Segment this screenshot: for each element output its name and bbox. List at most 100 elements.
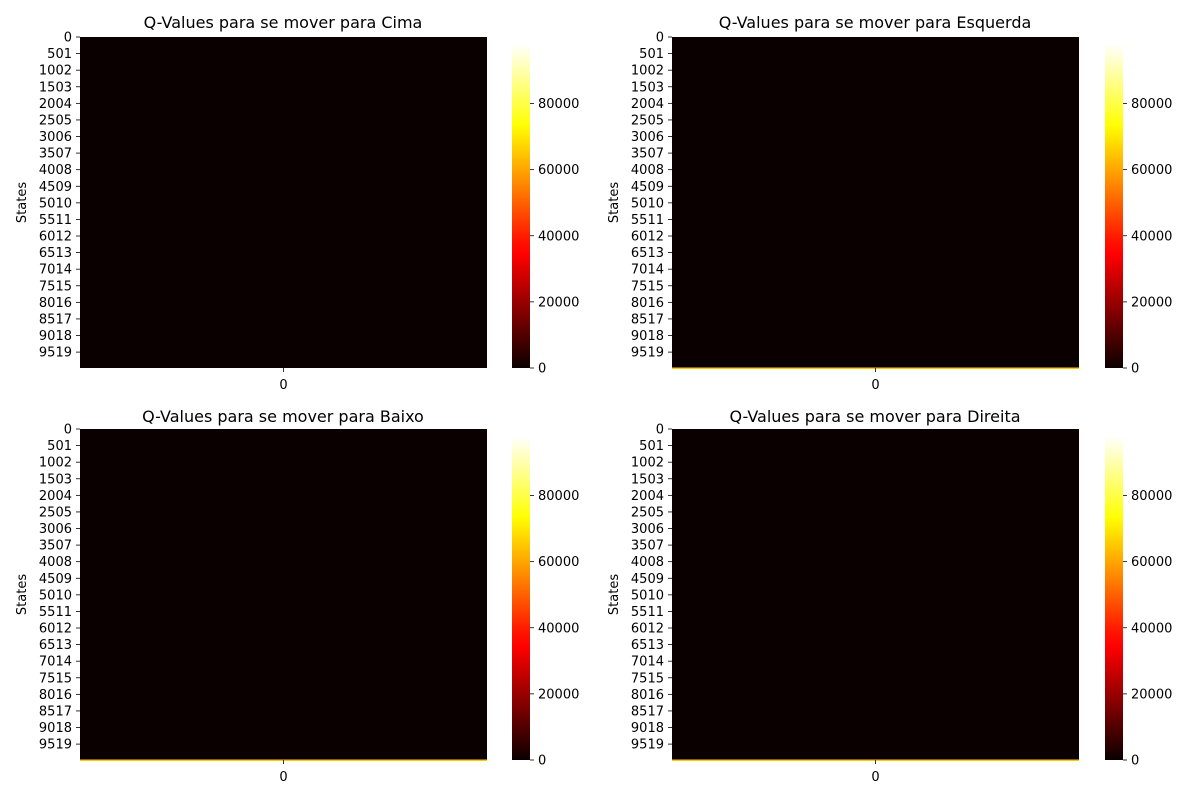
y-tick-label: 4008: [631, 555, 664, 570]
y-axis-label: States: [15, 574, 30, 615]
y-tick-label: 6012: [39, 230, 72, 245]
heatmap-panel-2: Q-Values para se mover para Esquerda0501…: [607, 13, 1172, 393]
y-tick-label: 5511: [39, 213, 72, 228]
colorbar-tick-label: 60000: [538, 555, 579, 570]
heatmap-panels: Q-Values para se mover para Cima05011002…: [15, 13, 1172, 785]
y-tick-label: 7515: [39, 279, 72, 294]
y-axis-label: States: [15, 182, 30, 223]
y-tick-label: 8517: [39, 312, 72, 327]
y-tick-label: 6513: [39, 638, 72, 653]
colorbar-tick-label: 60000: [1131, 555, 1172, 570]
y-tick-label: 5010: [631, 196, 664, 211]
y-tick-label: 5511: [631, 213, 664, 228]
y-tick-label: 7014: [39, 655, 72, 670]
colorbar-tick-label: 80000: [1131, 97, 1172, 112]
colorbar-tick-label: 40000: [1131, 229, 1172, 244]
heatmap-panel-4: Q-Values para se mover para Direita05011…: [607, 407, 1172, 785]
y-tick-label: 5511: [39, 605, 72, 620]
heatmap-panel-3: Q-Values para se mover para Baixo0501100…: [15, 407, 579, 785]
colorbar-tick-label: 0: [538, 362, 546, 377]
colorbar-tick-label: 60000: [1131, 163, 1172, 178]
x-tick-label: 0: [871, 770, 879, 785]
y-tick-label: 6513: [631, 638, 664, 653]
y-tick-label: 501: [639, 47, 664, 62]
y-tick-label: 8016: [631, 688, 664, 703]
chart-title: Q-Values para se mover para Direita: [729, 407, 1020, 426]
y-tick-label: 4008: [631, 163, 664, 178]
y-tick-label: 9018: [631, 721, 664, 736]
y-tick-label: 4008: [39, 163, 72, 178]
y-tick-label: 3006: [39, 522, 72, 537]
y-tick-label: 0: [656, 423, 664, 438]
y-tick-label: 6012: [631, 230, 664, 245]
y-tick-label: 2505: [631, 505, 664, 520]
heatmap-cell: [672, 429, 1079, 760]
y-tick-label: 9018: [631, 329, 664, 344]
colorbar-tick-label: 0: [1131, 362, 1139, 377]
y-tick-label: 1503: [39, 472, 72, 487]
y-tick-label: 3507: [39, 539, 72, 554]
colorbar-tick-label: 0: [1131, 754, 1139, 769]
y-tick-label: 8517: [39, 704, 72, 719]
colorbar-tick-label: 40000: [1131, 621, 1172, 636]
colorbar-tick-label: 20000: [1131, 295, 1172, 310]
colorbar-tick-label: 20000: [538, 687, 579, 702]
chart-title: Q-Values para se mover para Baixo: [142, 407, 424, 426]
y-tick-label: 2505: [39, 113, 72, 128]
y-tick-label: 7515: [631, 279, 664, 294]
colorbar-tick-label: 80000: [1131, 489, 1172, 504]
y-tick-label: 4509: [631, 572, 664, 587]
y-tick-label: 8517: [631, 312, 664, 327]
y-tick-label: 1002: [39, 456, 72, 471]
y-tick-label: 1002: [631, 456, 664, 471]
chart-title: Q-Values para se mover para Cima: [144, 13, 423, 32]
y-tick-label: 5010: [39, 588, 72, 603]
colorbar-tick-label: 40000: [538, 621, 579, 636]
y-tick-label: 3507: [631, 147, 664, 162]
y-tick-label: 9018: [39, 329, 72, 344]
y-tick-label: 1503: [39, 80, 72, 95]
y-tick-label: 3006: [631, 522, 664, 537]
y-tick-label: 6513: [39, 246, 72, 261]
y-tick-label: 3006: [631, 130, 664, 145]
y-tick-label: 1002: [631, 64, 664, 79]
y-tick-label: 6012: [39, 622, 72, 637]
colorbar: [512, 44, 530, 368]
colorbar: [512, 436, 530, 760]
y-tick-label: 4509: [631, 180, 664, 195]
y-tick-label: 2004: [631, 97, 664, 112]
y-tick-label: 2004: [39, 97, 72, 112]
colorbar: [1105, 44, 1123, 368]
y-tick-label: 2505: [39, 505, 72, 520]
heatmap-cell: [672, 37, 1079, 368]
y-tick-label: 2004: [39, 489, 72, 504]
y-tick-label: 9519: [39, 346, 72, 361]
y-tick-label: 7515: [39, 671, 72, 686]
y-tick-label: 3006: [39, 130, 72, 145]
y-tick-label: 5010: [39, 196, 72, 211]
y-tick-label: 4509: [39, 572, 72, 587]
y-tick-label: 1002: [39, 64, 72, 79]
y-tick-label: 9018: [39, 721, 72, 736]
y-tick-label: 3507: [39, 147, 72, 162]
colorbar-tick-label: 80000: [538, 489, 579, 504]
y-tick-label: 9519: [631, 738, 664, 753]
colorbar: [1105, 436, 1123, 760]
colorbar-tick-label: 0: [538, 754, 546, 769]
x-tick-label: 0: [279, 770, 287, 785]
y-tick-label: 7014: [39, 263, 72, 278]
colorbar-tick-label: 20000: [538, 295, 579, 310]
heatmap-panel-1: Q-Values para se mover para Cima 0 501 1002…: [15, 13, 579, 393]
y-tick-label: 9519: [631, 346, 664, 361]
y-tick-label: 0: [656, 31, 664, 46]
y-tick-label: 4509: [39, 180, 72, 195]
y-tick-label: 7515: [631, 671, 664, 686]
y-tick-label: 6513: [631, 246, 664, 261]
y-tick-label: 2004: [631, 489, 664, 504]
chart-title: Q-Values para se mover para Esquerda: [719, 13, 1032, 32]
y-tick-label: 501: [47, 47, 72, 62]
colorbar-tick-label: 20000: [1131, 687, 1172, 702]
heatmap-cell: [80, 429, 487, 760]
y-tick-label: 0: [64, 423, 72, 438]
